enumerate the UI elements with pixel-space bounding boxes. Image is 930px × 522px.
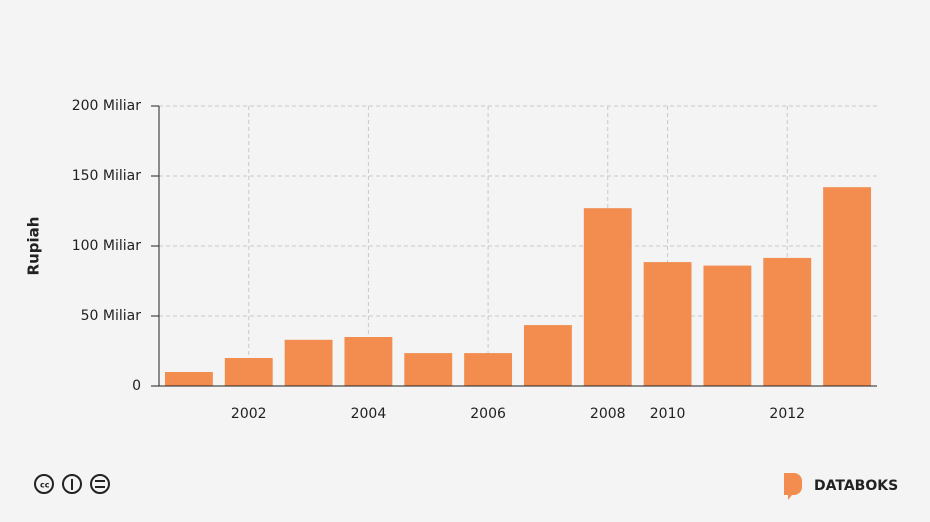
bar bbox=[823, 187, 872, 386]
bar bbox=[164, 372, 213, 386]
y-tick-label: 50 Miliar bbox=[81, 308, 142, 324]
license-icons bbox=[34, 474, 110, 494]
x-tick-label: 2002 bbox=[231, 406, 267, 422]
x-tick-label: 2006 bbox=[470, 406, 506, 422]
bar bbox=[703, 265, 752, 386]
bar bbox=[643, 262, 692, 386]
bar bbox=[284, 339, 333, 386]
x-tick-label: 2004 bbox=[351, 406, 387, 422]
cc-icon-text: cc bbox=[40, 481, 50, 490]
y-tick-label: 150 Miliar bbox=[72, 168, 141, 184]
y-tick-label: 200 Miliar bbox=[72, 98, 141, 114]
bar bbox=[763, 257, 812, 386]
bar bbox=[583, 208, 632, 386]
x-tick-label: 2010 bbox=[650, 406, 686, 422]
bar bbox=[523, 325, 572, 386]
y-axis-label: Rupiah bbox=[25, 217, 43, 276]
x-tick-label: 2008 bbox=[590, 406, 626, 422]
bar bbox=[344, 337, 393, 386]
y-tick-label: 0 bbox=[132, 378, 141, 394]
y-tick-label: 100 Miliar bbox=[72, 238, 141, 254]
brand-logo bbox=[784, 473, 802, 500]
bar bbox=[224, 358, 273, 386]
brand-name: DATABOKS bbox=[814, 478, 898, 494]
bar bbox=[404, 353, 453, 386]
x-tick-label: 2012 bbox=[769, 406, 805, 422]
bar bbox=[464, 353, 513, 386]
